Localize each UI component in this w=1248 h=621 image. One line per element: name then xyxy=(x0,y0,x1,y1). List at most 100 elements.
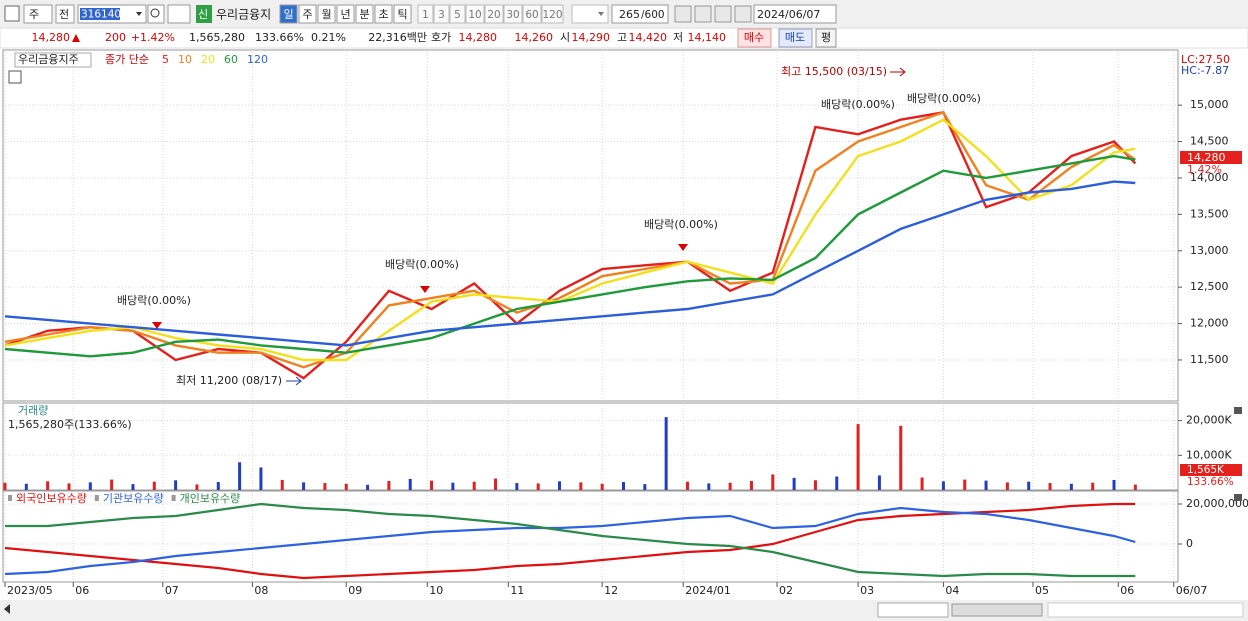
volume-bar xyxy=(46,481,50,490)
volume-bar xyxy=(792,477,796,490)
interval-label: 120 xyxy=(542,9,562,21)
x-tick-label: 12 xyxy=(604,584,618,597)
scroll-left[interactable] xyxy=(4,604,10,614)
sound-button[interactable] xyxy=(167,4,191,24)
legend-entry: 외국인보유수량 xyxy=(16,492,87,505)
scope-button[interactable] xyxy=(55,4,75,24)
change-tag-text: 1.42% xyxy=(1187,163,1222,176)
volume-bar xyxy=(963,479,967,490)
period-button[interactable] xyxy=(355,4,374,24)
close-icon[interactable] xyxy=(1234,407,1242,414)
y-tick-label: 11,500 xyxy=(1190,353,1229,366)
main-panel xyxy=(2,49,1179,402)
volume-bar xyxy=(579,482,583,490)
legend-entry: 120 xyxy=(247,53,268,66)
interval-button[interactable] xyxy=(433,4,450,24)
y-tick-label: 12,000 xyxy=(1190,317,1229,330)
volume-bar xyxy=(238,462,242,490)
date: 2024/06/07 xyxy=(757,8,820,21)
dividend-annotation: 배당락(0.00%) xyxy=(907,92,981,105)
interval-button[interactable] xyxy=(484,4,504,24)
volume-bar xyxy=(1112,479,1116,490)
scroll-thumb[interactable] xyxy=(951,603,1043,617)
y-tick-label: 14,000 xyxy=(1190,171,1229,184)
settings-button[interactable] xyxy=(734,5,752,23)
interval-button[interactable] xyxy=(417,4,434,24)
zoom-tools[interactable] xyxy=(1047,602,1244,618)
buy: 매수 xyxy=(744,31,764,44)
sell: 매도 xyxy=(785,31,805,44)
legend-swatch xyxy=(8,495,12,501)
table-icon[interactable] xyxy=(8,70,22,84)
period-button[interactable] xyxy=(374,4,393,24)
series-line xyxy=(4,111,1137,380)
scope: 전 xyxy=(59,8,69,21)
interval-button[interactable] xyxy=(541,4,564,24)
volume-bar xyxy=(152,481,156,490)
market-select[interactable] xyxy=(23,4,53,24)
volume-bar xyxy=(1048,483,1052,490)
volume-bar xyxy=(494,478,498,490)
interval-button[interactable] xyxy=(449,4,466,24)
period-button[interactable] xyxy=(298,4,317,24)
price-tag xyxy=(1180,151,1242,164)
volume-bar xyxy=(536,483,540,490)
nav-buttons[interactable] xyxy=(877,602,949,618)
volume-bar xyxy=(131,484,135,490)
hc: HC:-7.87 xyxy=(1181,64,1229,77)
volume-bar xyxy=(835,476,839,490)
main-title: 우리금융지주 xyxy=(18,53,79,66)
period-button[interactable] xyxy=(336,4,355,24)
period-label: 주 xyxy=(302,8,312,21)
count-max: /600 xyxy=(641,9,665,21)
buy-button[interactable] xyxy=(737,28,772,48)
dividend-annotation: 배당락(0.00%) xyxy=(644,218,718,231)
dividend-marker xyxy=(152,322,162,329)
count-input[interactable] xyxy=(611,4,669,24)
tool-button[interactable] xyxy=(694,5,712,23)
legend-box xyxy=(14,52,92,68)
interval-button[interactable] xyxy=(465,4,485,24)
period-label: 월 xyxy=(321,8,331,21)
period-button[interactable] xyxy=(317,4,336,24)
series-line xyxy=(4,506,1136,576)
x-tick-label: 08 xyxy=(254,584,268,597)
volume-ratio: 133.66% xyxy=(255,31,304,44)
period-button[interactable] xyxy=(279,4,298,24)
series-line xyxy=(4,110,1136,369)
period-button[interactable] xyxy=(393,4,412,24)
stock-name: 우리금융지 xyxy=(216,8,271,22)
interval-select[interactable] xyxy=(571,4,609,24)
bid: 14,260 xyxy=(515,31,554,44)
interval-button[interactable] xyxy=(503,4,523,24)
holdings-panel xyxy=(2,490,1179,583)
volume-bar xyxy=(451,482,455,490)
search-button[interactable] xyxy=(147,4,165,24)
close-icon[interactable] xyxy=(1234,494,1242,501)
dividend-annotation: 배당락(0.00%) xyxy=(117,294,191,307)
date-input[interactable] xyxy=(753,4,837,24)
volume-bar xyxy=(1133,484,1137,490)
interval-label: 20 xyxy=(487,9,500,21)
interval-button[interactable] xyxy=(522,4,542,24)
x-tick-label: 11 xyxy=(510,584,524,597)
x-tick-label: 03 xyxy=(860,584,874,597)
volume-bar xyxy=(1091,482,1095,490)
menu-icon[interactable] xyxy=(4,5,20,22)
legend-entry: 개인보유수량 xyxy=(180,492,241,505)
tool-button[interactable] xyxy=(674,5,692,23)
annotation-arrow xyxy=(890,67,906,77)
volume-tag xyxy=(1180,464,1242,476)
volume-bar xyxy=(472,481,476,490)
volume-bar xyxy=(195,484,199,490)
volume-bar xyxy=(67,483,71,490)
volume-bar xyxy=(643,484,647,490)
high-annotation: 최고 15,500 (03/15) xyxy=(781,65,887,78)
volume-panel xyxy=(2,402,1179,491)
price: 14,280 xyxy=(32,31,71,44)
y-tick-label: 12,500 xyxy=(1190,280,1229,293)
sell-button[interactable] xyxy=(778,28,813,48)
low-annotation: 최저 11,200 (08/17) xyxy=(176,374,282,387)
tool-button[interactable] xyxy=(714,5,732,23)
avg-button[interactable] xyxy=(815,28,837,48)
